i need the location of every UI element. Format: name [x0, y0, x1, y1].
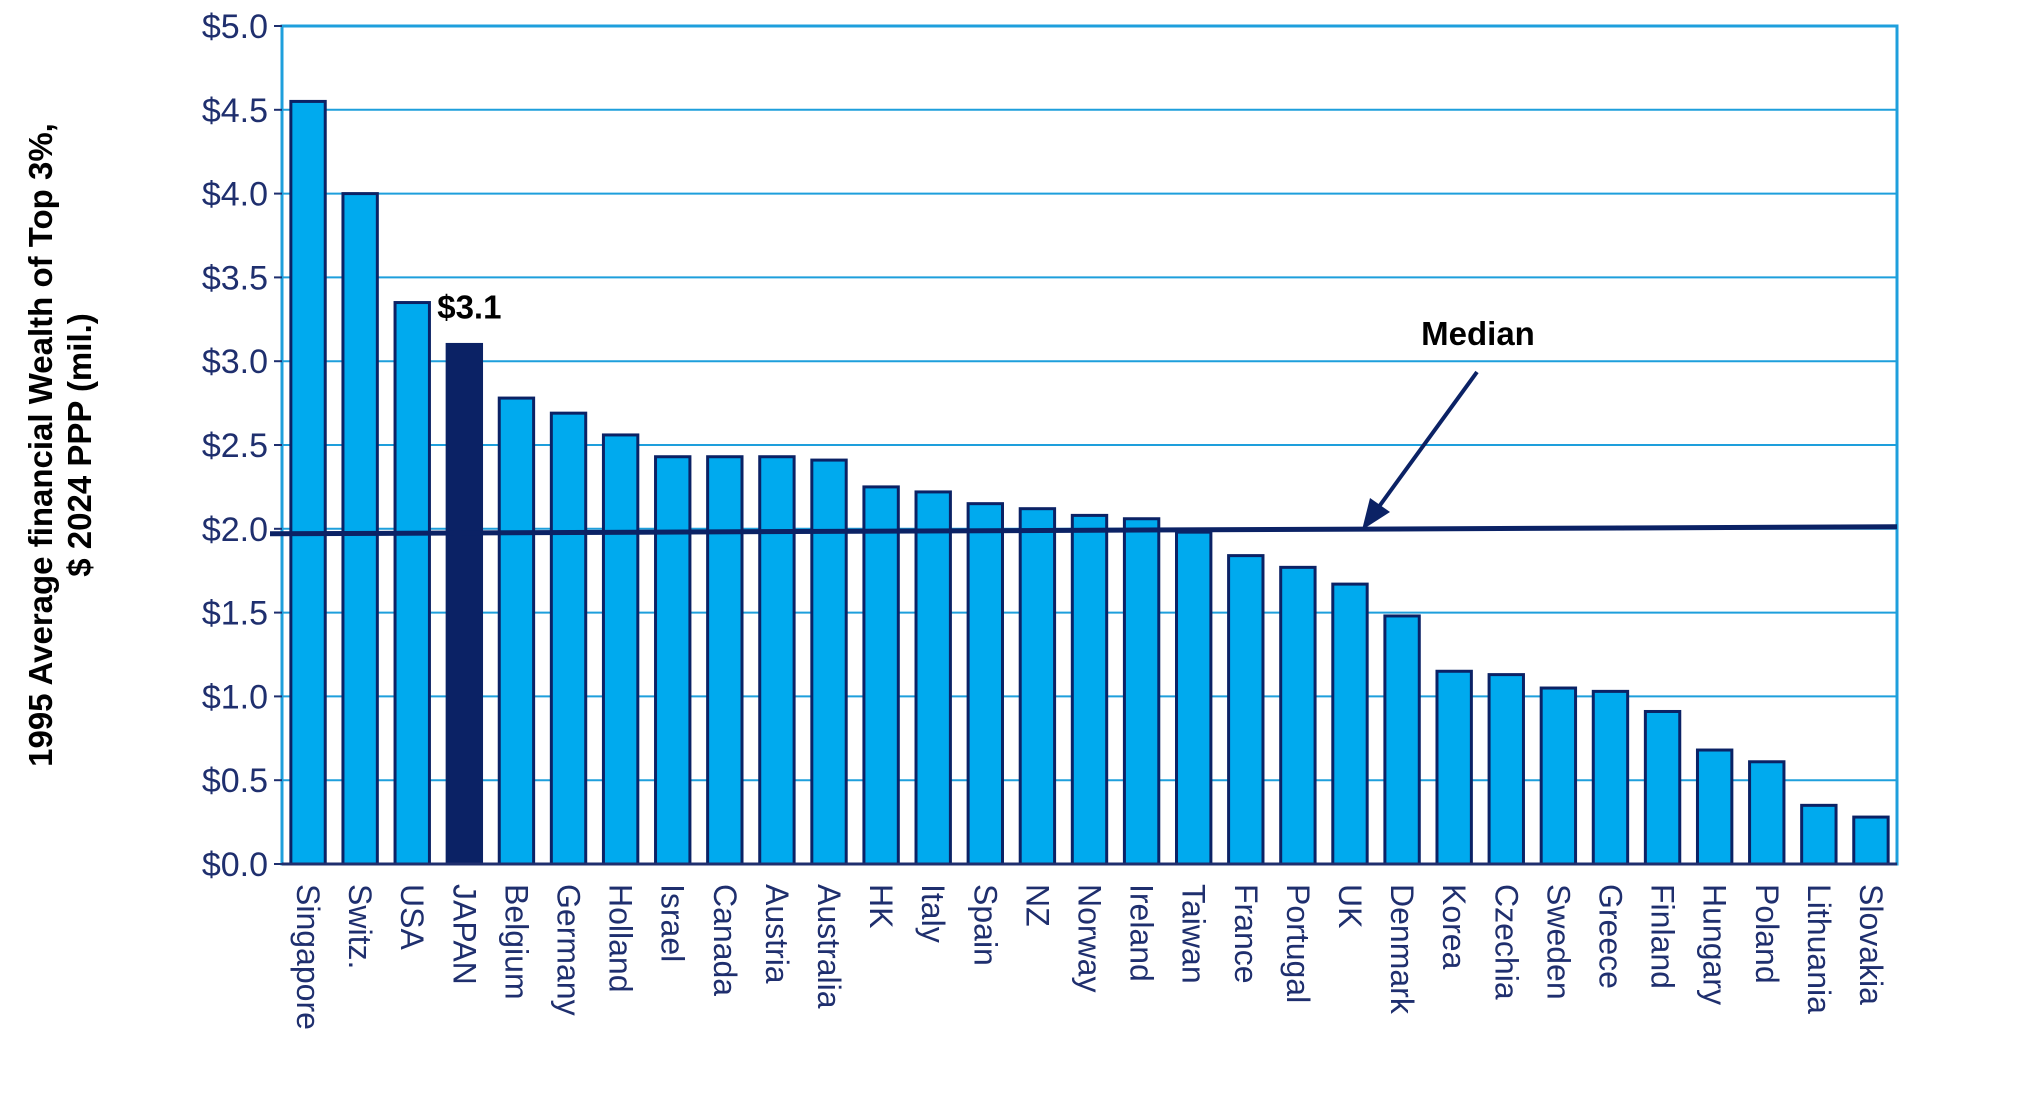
x-category-label: Canada — [707, 884, 743, 996]
x-category-label: Lithuania — [1801, 884, 1837, 1014]
x-category-label: JAPAN — [446, 884, 482, 985]
x-category-label: Finland — [1645, 884, 1681, 989]
bar-greece — [1591, 689, 1630, 866]
y-tick-label: $1.0 — [202, 678, 268, 716]
bar-germany — [549, 411, 588, 866]
x-category-label: USA — [394, 884, 430, 950]
bar-switz — [341, 192, 379, 866]
x-category-label: Hungary — [1697, 884, 1733, 1005]
bar-hk — [862, 485, 900, 866]
bar-ireland — [1122, 517, 1161, 866]
bar-poland — [1748, 760, 1786, 866]
y-tick-label: $5.0 — [202, 8, 268, 46]
y-tick-labels: $0.0 $0.5 $1.0 $1.5 $2.0 $2.5 $3.0 $3.5 $4.0 $4.5… — [202, 8, 282, 884]
y-tick-label: $1.5 — [202, 595, 268, 633]
bar-australia — [810, 458, 848, 866]
x-category-label: France — [1228, 884, 1264, 984]
bar-france — [1227, 554, 1265, 866]
median-arrow — [1362, 370, 1479, 530]
bar-holland — [601, 433, 640, 866]
bar-sweden — [1539, 686, 1578, 866]
x-category-label: Poland — [1749, 884, 1785, 984]
x-category-label: Austria — [759, 884, 795, 984]
y-axis-title-line-1: 1995 Average financial Wealth of Top 3%, — [22, 123, 59, 767]
x-category-label: Norway — [1072, 884, 1108, 992]
x-category-label: HK — [863, 884, 899, 928]
x-category-label: Denmark — [1384, 884, 1420, 1015]
bar-lithuania — [1800, 803, 1838, 866]
bar-uk — [1331, 582, 1369, 866]
y-tick-label: $4.5 — [202, 92, 268, 130]
x-category-labels: Singapore Switz. USA JAPAN Belgium Germany Hol… — [290, 884, 1889, 1030]
bar-austria — [758, 455, 796, 866]
y-tick-label: $4.0 — [202, 176, 268, 214]
x-category-label: Greece — [1592, 884, 1628, 989]
x-category-label: Spain — [967, 884, 1003, 966]
x-category-label: Ireland — [1124, 884, 1160, 982]
bar-taiwan — [1175, 530, 1213, 866]
y-tick-label: $0.5 — [202, 762, 268, 800]
x-category-label: Singapore — [290, 884, 326, 1030]
median-line — [269, 524, 1898, 537]
bar-nz — [1018, 507, 1057, 866]
bar-korea — [1435, 669, 1473, 866]
bar-denmark — [1383, 614, 1421, 866]
x-category-label: Israel — [655, 884, 691, 962]
x-category-label: Taiwan — [1176, 884, 1212, 984]
y-tick-label: $2.0 — [202, 511, 268, 549]
bar-spain — [966, 502, 1004, 866]
x-category-label: Czechia — [1488, 884, 1524, 1000]
x-category-label: Slovakia — [1853, 884, 1889, 1005]
japan-value-label: $3.1 — [437, 288, 501, 325]
x-category-label: Germany — [551, 884, 587, 1016]
bar-hungary — [1695, 748, 1734, 866]
x-category-label: Portugal — [1280, 884, 1316, 1003]
x-category-label: UK — [1332, 884, 1368, 928]
bar-israel — [654, 455, 692, 866]
y-tick-label: $3.5 — [202, 259, 268, 297]
bar-italy — [914, 490, 952, 866]
y-axis-title-line-2: $ 2024 PPP (mil.) — [61, 313, 98, 577]
bar-usa — [393, 301, 431, 866]
x-category-label: Switz. — [342, 884, 378, 969]
x-category-label: NZ — [1019, 884, 1055, 927]
bar-belgium — [497, 396, 536, 866]
bar-norway — [1070, 513, 1109, 866]
bar-czechia — [1487, 673, 1525, 866]
x-category-label: Korea — [1436, 884, 1472, 970]
x-category-label: Holland — [603, 884, 639, 993]
bar-finland — [1643, 709, 1682, 866]
y-tick-label: $3.0 — [202, 343, 268, 381]
y-tick-label: $2.5 — [202, 427, 268, 465]
bars — [289, 99, 1890, 866]
bar-japan — [445, 342, 484, 866]
bar-slovakia — [1852, 815, 1890, 866]
x-category-label: Italy — [915, 884, 951, 943]
x-category-label: Australia — [811, 884, 847, 1009]
bar-canada — [706, 455, 744, 866]
median-label: Median — [1421, 315, 1535, 352]
bar-portugal — [1279, 565, 1317, 866]
x-category-label: Belgium — [498, 884, 534, 1000]
x-category-label: Sweden — [1540, 884, 1576, 1000]
bar-singapore — [289, 99, 327, 866]
y-tick-label: $0.0 — [202, 846, 268, 884]
